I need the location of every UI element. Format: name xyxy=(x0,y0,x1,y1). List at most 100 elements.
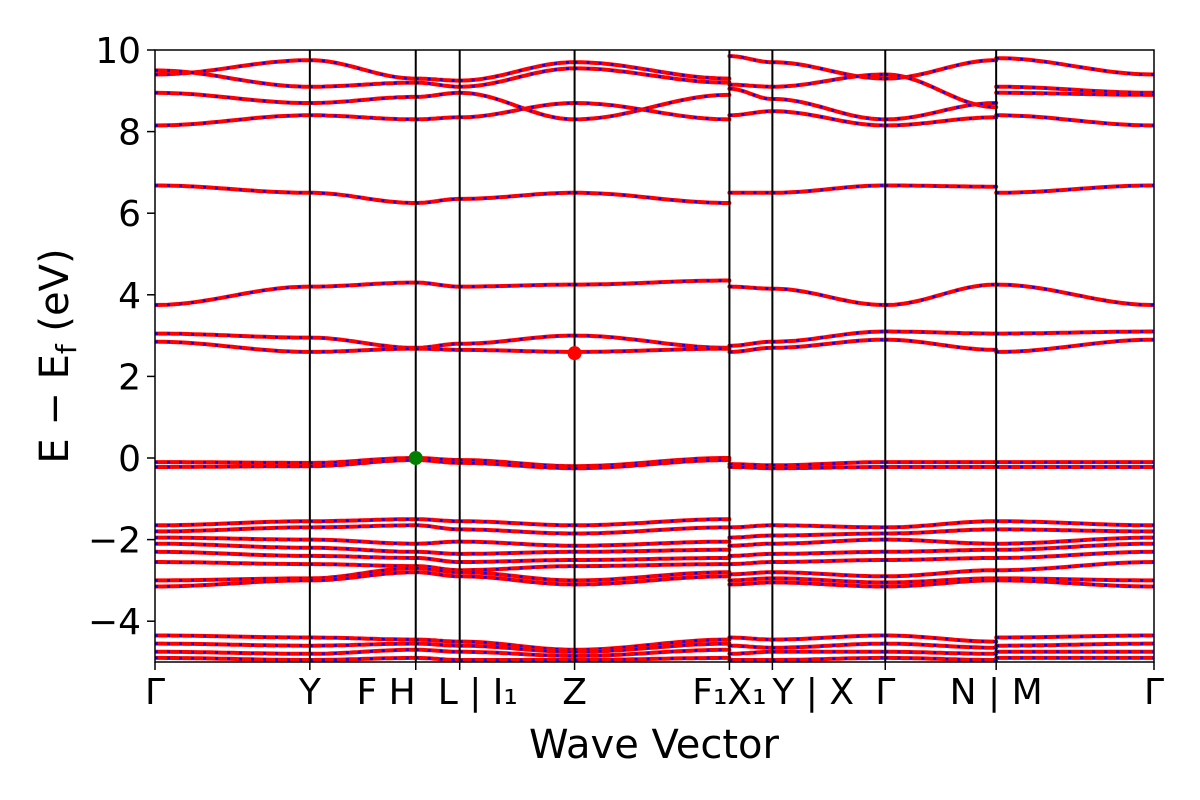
band-line-up xyxy=(770,655,888,662)
y-axis-title: E − Ef (eV) xyxy=(32,248,83,463)
band-line-down xyxy=(996,536,1154,545)
band-line-up xyxy=(457,527,577,536)
band-line-up xyxy=(307,190,418,205)
band-line-down xyxy=(996,550,1154,560)
band-line-up xyxy=(883,183,999,189)
band-line-up xyxy=(883,329,999,336)
band-line-down xyxy=(996,91,1154,97)
band-line-down xyxy=(574,526,730,535)
band-line-down xyxy=(415,342,460,350)
band-line-up xyxy=(727,570,775,577)
band-line-up xyxy=(883,547,999,554)
band-line-down xyxy=(155,91,310,105)
band-line-up xyxy=(727,82,775,89)
band-line-down xyxy=(574,540,730,547)
band-line-down xyxy=(415,456,460,462)
band-line-down xyxy=(574,458,730,470)
band-line-up xyxy=(770,570,888,579)
band-line-up xyxy=(307,517,418,524)
x-tick-label: Y | X xyxy=(771,672,854,713)
band-line-up xyxy=(727,580,775,587)
band-line-down xyxy=(574,347,730,354)
band-line-up xyxy=(307,346,418,354)
band-line-up xyxy=(457,558,577,564)
band-line-down xyxy=(415,347,460,352)
band-line-down xyxy=(459,334,575,346)
band-line-up xyxy=(307,655,418,662)
band-line-down xyxy=(996,338,1154,354)
band-line-up xyxy=(572,556,732,562)
band-line-up xyxy=(307,635,418,642)
band-line-down xyxy=(155,542,310,550)
band-line-up xyxy=(307,458,418,469)
band-line-down xyxy=(415,81,460,88)
band-line-down xyxy=(415,566,460,574)
bands-layer xyxy=(155,54,1154,662)
plot-frame xyxy=(154,49,1155,663)
y-tick-label: 10 xyxy=(95,31,141,72)
band-line-up xyxy=(883,641,999,650)
band-line-down xyxy=(155,526,310,533)
y-axis-title-sub: f xyxy=(50,343,83,354)
band-line-up xyxy=(883,633,999,644)
band-line-up xyxy=(770,460,888,468)
band-line-down xyxy=(996,56,1154,76)
band-line-up xyxy=(727,649,775,656)
band-line-down xyxy=(415,648,460,654)
band-line-up xyxy=(307,537,418,546)
band-line-up xyxy=(155,641,312,648)
band-line-down xyxy=(155,114,310,127)
band-line-up xyxy=(572,547,732,554)
y-tick-label: 0 xyxy=(118,439,141,480)
band-line-down xyxy=(155,464,310,469)
extrema-markers xyxy=(408,346,582,465)
band-line-up xyxy=(572,655,732,662)
band-line-up xyxy=(770,523,888,530)
band-line-down xyxy=(155,69,310,88)
band-line-down xyxy=(574,101,730,121)
y-axis-title-unit: (eV) xyxy=(32,248,78,344)
band-line-down xyxy=(574,279,730,286)
y-tick-label: −2 xyxy=(88,521,141,562)
band-line-down xyxy=(996,528,1154,533)
band-line-up xyxy=(155,460,312,465)
band-line-down xyxy=(996,330,1154,335)
band-line-down xyxy=(574,656,730,662)
band-line-down xyxy=(574,548,730,554)
band-line-down xyxy=(415,116,460,121)
band-line-down xyxy=(729,87,773,101)
band-line-up xyxy=(727,533,775,540)
band-line-up xyxy=(883,115,999,128)
band-line-up xyxy=(770,465,888,471)
band-line-up xyxy=(727,541,775,548)
band-line-down xyxy=(415,656,460,662)
band-line-up xyxy=(155,655,312,662)
band-line-up xyxy=(883,282,999,307)
band-line-down xyxy=(996,634,1154,639)
band-line-down xyxy=(415,524,460,531)
band-line-up xyxy=(457,649,577,658)
band-line-up xyxy=(883,101,999,122)
x-tick-label: Y xyxy=(298,672,322,713)
band-line-down xyxy=(574,570,730,582)
band-line-down xyxy=(415,517,460,523)
band-line-up xyxy=(727,560,775,567)
band-line-up xyxy=(457,564,577,573)
band-line-down xyxy=(415,77,460,82)
band-line-up xyxy=(727,523,775,530)
band-line-up xyxy=(770,337,888,350)
band-line-up xyxy=(770,329,888,344)
band-line-up xyxy=(770,549,888,556)
band-line-down xyxy=(574,638,730,652)
band-line-up xyxy=(457,190,577,201)
band-line-up xyxy=(883,578,999,589)
band-line-up xyxy=(883,649,999,656)
band-line-down xyxy=(574,93,730,121)
band-line-down xyxy=(155,579,310,588)
x-tick-label: Z xyxy=(562,672,587,713)
band-line-down xyxy=(574,575,730,586)
band-line-down xyxy=(459,640,575,652)
vbm-marker xyxy=(408,451,423,465)
y-axis-title-main: E − E xyxy=(32,354,78,464)
band-line-up xyxy=(770,641,888,650)
